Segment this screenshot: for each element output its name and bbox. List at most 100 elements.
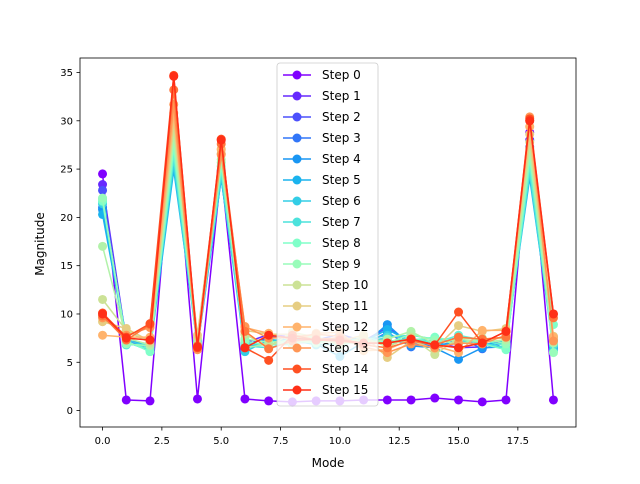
x-tick-label: 10.0 (329, 436, 351, 447)
data-point (382, 395, 392, 405)
y-axis-label: Magnitude (33, 212, 47, 276)
data-point (121, 333, 131, 343)
data-point (98, 294, 108, 304)
data-point (145, 319, 155, 329)
data-point (98, 185, 108, 195)
data-point (264, 330, 274, 340)
legend-label: Step 12 (322, 320, 368, 334)
data-point (240, 326, 250, 336)
legend-swatch-marker (292, 259, 302, 269)
legend-swatch-marker (292, 91, 302, 101)
data-point (192, 342, 202, 352)
legend-swatch-marker (292, 133, 302, 143)
data-point (430, 340, 440, 350)
data-point (501, 395, 511, 405)
data-point (548, 348, 558, 358)
data-point (98, 193, 108, 203)
plot-frame (79, 57, 577, 428)
y-tick-label: 20 (60, 213, 73, 224)
data-point (240, 394, 250, 404)
data-point (477, 325, 487, 335)
legend-swatch-marker (292, 154, 302, 164)
data-point (264, 355, 274, 365)
data-point (454, 332, 464, 342)
data-point (121, 395, 131, 405)
legend-label: Step 1 (322, 89, 361, 103)
legend-swatch-marker (292, 175, 302, 185)
data-point (98, 169, 108, 179)
legend-label: Step 13 (322, 341, 368, 355)
legend-swatch-marker (292, 364, 302, 374)
legend-label: Step 10 (322, 278, 368, 292)
legend-label: Step 15 (322, 383, 368, 397)
x-tick-label: 2.5 (154, 436, 170, 447)
legend-swatch-marker (292, 385, 302, 395)
data-point (406, 334, 416, 344)
data-point (121, 323, 131, 333)
legend-label: Step 7 (322, 215, 361, 229)
data-point (454, 307, 464, 317)
legend-label: Step 3 (322, 131, 361, 145)
data-point (216, 150, 226, 160)
data-point (454, 395, 464, 405)
x-axis-label: Mode (312, 456, 345, 470)
data-point (454, 343, 464, 353)
x-tick-label: 17.5 (507, 436, 529, 447)
legend-box (276, 62, 379, 407)
data-point (264, 344, 274, 354)
y-tick-label: 30 (60, 116, 73, 127)
data-point (240, 343, 250, 353)
data-point (145, 335, 155, 345)
legend-swatch-marker (292, 217, 302, 227)
legend-label: Step 11 (322, 299, 368, 313)
legend-label: Step 14 (322, 362, 368, 376)
data-point (525, 116, 535, 126)
data-point (98, 309, 108, 319)
data-point (501, 326, 511, 336)
legend-label: Step 2 (322, 110, 361, 124)
legend-swatch-marker (292, 196, 302, 206)
x-tick-label: 7.5 (273, 436, 289, 447)
legend-swatch-marker (292, 238, 302, 248)
y-tick-label: 10 (60, 309, 73, 320)
legend-label: Step 6 (322, 194, 361, 208)
data-point (264, 396, 274, 406)
x-tick-label: 0.0 (95, 436, 111, 447)
data-point (382, 338, 392, 348)
data-point (454, 354, 464, 364)
legend-swatch-marker (292, 280, 302, 290)
data-point (145, 396, 155, 406)
data-point (477, 397, 487, 407)
data-point (98, 330, 108, 340)
legend-swatch-marker (292, 70, 302, 80)
x-tick-label: 12.5 (388, 436, 410, 447)
y-tick-label: 25 (60, 165, 73, 176)
data-point (98, 241, 108, 251)
data-point (548, 336, 558, 346)
legend-label: Step 5 (322, 173, 361, 187)
axes-layer: 0.0 2.5 5.0 7.5 10.0 12.5 15.0 17.5 0 5 10 15 20 25 30… (60, 57, 577, 447)
data-point (548, 309, 558, 319)
data-point (169, 85, 179, 95)
data-point (216, 135, 226, 145)
x-tick-label: 15.0 (447, 436, 469, 447)
legend-label: Step 8 (322, 236, 361, 250)
y-tick-label: 5 (67, 358, 73, 369)
legend-swatch-marker (292, 322, 302, 332)
legend-label: Step 4 (322, 152, 361, 166)
legend-label: Step 0 (322, 68, 361, 82)
data-point (169, 71, 179, 81)
legend-swatch-marker (292, 301, 302, 311)
x-tick-label: 5.0 (213, 436, 229, 447)
legend-swatch-marker (292, 343, 302, 353)
y-tick-label: 0 (67, 406, 73, 417)
y-tick-label: 35 (60, 68, 73, 79)
data-point (192, 394, 202, 404)
data-point (548, 395, 558, 405)
data-point (477, 338, 487, 348)
legend-swatch-marker (292, 112, 302, 122)
data-point (454, 321, 464, 331)
legend: Step 0 Step 1 Step 2 Step 3 Step 4 Step 5 Step… (276, 62, 379, 407)
